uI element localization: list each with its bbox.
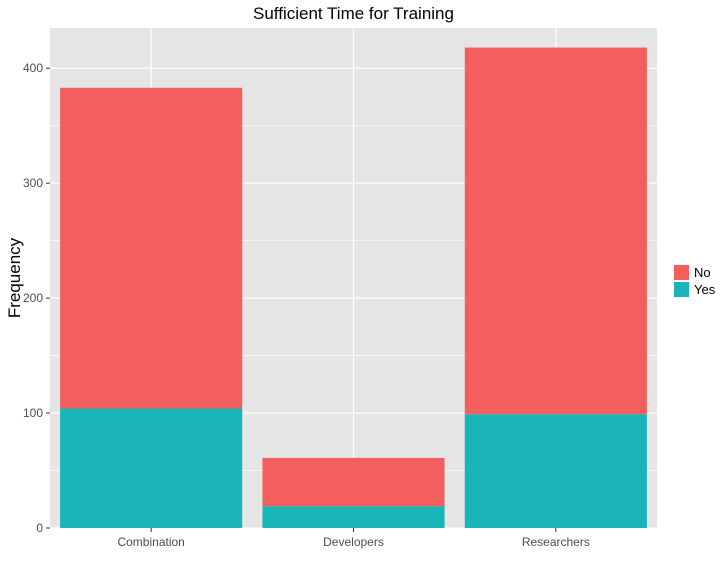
chart-title: Sufficient Time for Training xyxy=(253,4,454,23)
bar-no-researchers xyxy=(464,47,647,415)
y-tick-label: 200 xyxy=(23,291,43,305)
bar-yes-developers xyxy=(262,506,445,528)
legend-label-yes: Yes xyxy=(694,282,716,297)
legend-swatch-no xyxy=(674,265,689,280)
bar-yes-researchers xyxy=(464,414,647,528)
bar-no-combination xyxy=(60,87,243,409)
bars xyxy=(60,47,647,528)
legend: No Yes xyxy=(672,263,716,299)
y-tick-label: 400 xyxy=(23,61,43,75)
axes: 0 100 200 300 400 Combination Developers Resear… xyxy=(23,61,590,549)
bar-no-developers xyxy=(262,457,445,507)
x-tick-label: Researchers xyxy=(522,535,590,549)
legend-label-no: No xyxy=(694,265,711,280)
bar-yes-combination xyxy=(60,408,243,528)
y-tick-label: 100 xyxy=(23,406,43,420)
y-axis-title: Frequency xyxy=(5,237,24,318)
x-tick-label: Developers xyxy=(323,535,384,549)
legend-swatch-yes xyxy=(674,282,689,297)
y-tick-label: 0 xyxy=(36,521,43,535)
x-tick-label: Combination xyxy=(117,535,184,549)
y-tick-label: 300 xyxy=(23,176,43,190)
